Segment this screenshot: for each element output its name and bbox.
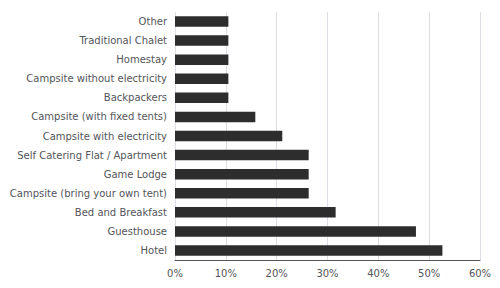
svg-text:60%: 60% bbox=[469, 268, 491, 279]
svg-text:20%: 20% bbox=[266, 268, 288, 279]
svg-text:Campsite (with fixed tents): Campsite (with fixed tents) bbox=[31, 111, 167, 122]
svg-text:0%: 0% bbox=[167, 268, 183, 279]
svg-text:10%: 10% bbox=[215, 268, 237, 279]
svg-text:Campsite without electricity: Campsite without electricity bbox=[26, 73, 167, 84]
svg-text:Bed and Breakfast: Bed and Breakfast bbox=[75, 207, 167, 218]
svg-text:Traditional Chalet: Traditional Chalet bbox=[78, 35, 167, 46]
svg-text:Other: Other bbox=[139, 16, 168, 27]
svg-text:Homestay: Homestay bbox=[116, 54, 167, 65]
svg-text:50%: 50% bbox=[418, 268, 440, 279]
svg-text:Self Catering Flat / Apartment: Self Catering Flat / Apartment bbox=[17, 150, 167, 161]
svg-text:30%: 30% bbox=[316, 268, 338, 279]
svg-text:Campsite with electricity: Campsite with electricity bbox=[43, 131, 167, 142]
svg-text:Backpackers: Backpackers bbox=[104, 92, 167, 103]
svg-text:Guesthouse: Guesthouse bbox=[107, 226, 167, 237]
svg-text:40%: 40% bbox=[367, 268, 389, 279]
svg-text:Campsite (bring your own tent): Campsite (bring your own tent) bbox=[10, 188, 167, 199]
svg-text:Hotel: Hotel bbox=[141, 245, 168, 256]
svg-text:Game Lodge: Game Lodge bbox=[104, 169, 167, 180]
